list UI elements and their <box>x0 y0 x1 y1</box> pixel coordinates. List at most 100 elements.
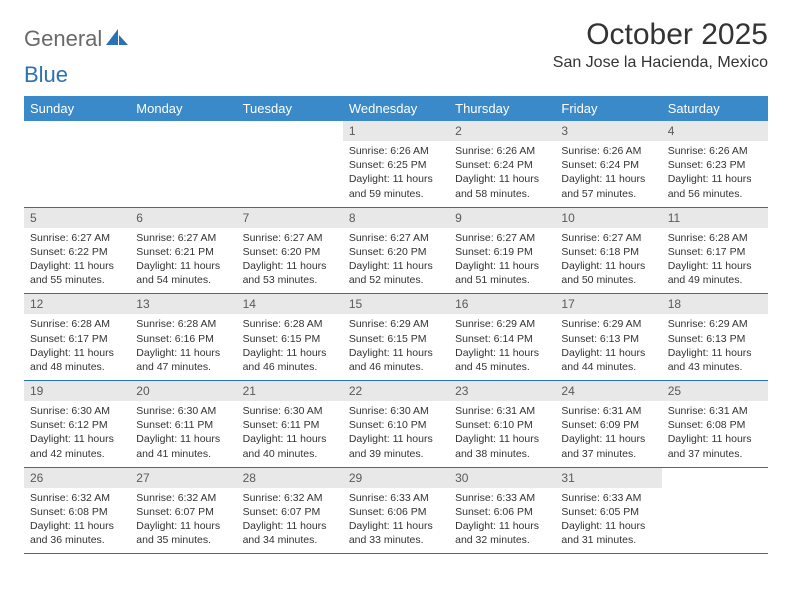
weekday-header: Wednesday <box>343 96 449 121</box>
day-number: 17 <box>555 294 661 314</box>
day-body: Sunrise: 6:31 AMSunset: 6:10 PMDaylight:… <box>449 401 555 467</box>
day-body: Sunrise: 6:31 AMSunset: 6:09 PMDaylight:… <box>555 401 661 467</box>
day-body <box>24 141 130 150</box>
daylight-text: and 37 minutes. <box>561 447 655 461</box>
sunrise-text: Sunrise: 6:30 AM <box>136 404 230 418</box>
calendar-day-cell: 2Sunrise: 6:26 AMSunset: 6:24 PMDaylight… <box>449 121 555 207</box>
daylight-text: and 40 minutes. <box>243 447 337 461</box>
sunset-text: Sunset: 6:10 PM <box>349 418 443 432</box>
daylight-text: and 48 minutes. <box>30 360 124 374</box>
daylight-text: and 44 minutes. <box>561 360 655 374</box>
daylight-text: Daylight: 11 hours <box>561 259 655 273</box>
day-body: Sunrise: 6:32 AMSunset: 6:08 PMDaylight:… <box>24 488 130 554</box>
calendar-day-cell: 25Sunrise: 6:31 AMSunset: 6:08 PMDayligh… <box>662 381 768 468</box>
calendar-week-row: 19Sunrise: 6:30 AMSunset: 6:12 PMDayligh… <box>24 381 768 468</box>
day-number <box>24 121 130 141</box>
day-number: 25 <box>662 381 768 401</box>
sunrise-text: Sunrise: 6:27 AM <box>561 231 655 245</box>
day-number: 28 <box>237 468 343 488</box>
day-number: 7 <box>237 208 343 228</box>
calendar-day-cell: 16Sunrise: 6:29 AMSunset: 6:14 PMDayligh… <box>449 294 555 381</box>
daylight-text: Daylight: 11 hours <box>243 259 337 273</box>
sunrise-text: Sunrise: 6:27 AM <box>243 231 337 245</box>
calendar-day-cell: 7 Sunrise: 6:27 AMSunset: 6:20 PMDaylight… <box>237 207 343 294</box>
daylight-text: and 37 minutes. <box>668 447 762 461</box>
sunset-text: Sunset: 6:07 PM <box>136 505 230 519</box>
daylight-text: and 58 minutes. <box>455 187 549 201</box>
daylight-text: Daylight: 11 hours <box>455 432 549 446</box>
day-number: 27 <box>130 468 236 488</box>
day-number: 3 <box>555 121 661 141</box>
daylight-text: Daylight: 11 hours <box>30 519 124 533</box>
calendar-day-cell: 6Sunrise: 6:27 AMSunset: 6:21 PMDaylight… <box>130 207 236 294</box>
day-body: Sunrise: 6:33 AMSunset: 6:05 PMDaylight:… <box>555 488 661 554</box>
sunrise-text: Sunrise: 6:31 AM <box>668 404 762 418</box>
day-number: 1 <box>343 121 449 141</box>
sunrise-text: Sunrise: 6:27 AM <box>455 231 549 245</box>
daylight-text: Daylight: 11 hours <box>455 259 549 273</box>
calendar-day-cell <box>237 121 343 207</box>
sunrise-text: Sunrise: 6:32 AM <box>30 491 124 505</box>
daylight-text: Daylight: 11 hours <box>668 346 762 360</box>
calendar-day-cell: 31Sunrise: 6:33 AMSunset: 6:05 PMDayligh… <box>555 467 661 554</box>
daylight-text: Daylight: 11 hours <box>349 259 443 273</box>
sunset-text: Sunset: 6:09 PM <box>561 418 655 432</box>
daylight-text: and 47 minutes. <box>136 360 230 374</box>
weekday-header: Friday <box>555 96 661 121</box>
sunrise-text: Sunrise: 6:30 AM <box>30 404 124 418</box>
sunset-text: Sunset: 6:18 PM <box>561 245 655 259</box>
sunset-text: Sunset: 6:23 PM <box>668 158 762 172</box>
sunset-text: Sunset: 6:06 PM <box>455 505 549 519</box>
day-body: Sunrise: 6:27 AMSunset: 6:21 PMDaylight:… <box>130 228 236 294</box>
calendar-day-cell: 23Sunrise: 6:31 AMSunset: 6:10 PMDayligh… <box>449 381 555 468</box>
daylight-text: and 39 minutes. <box>349 447 443 461</box>
day-number: 9 <box>449 208 555 228</box>
calendar-table: Sunday Monday Tuesday Wednesday Thursday… <box>24 96 768 554</box>
calendar-day-cell: 13Sunrise: 6:28 AMSunset: 6:16 PMDayligh… <box>130 294 236 381</box>
logo-sail-icon <box>106 27 128 52</box>
day-number: 2 <box>449 121 555 141</box>
sunrise-text: Sunrise: 6:28 AM <box>136 317 230 331</box>
day-number: 11 <box>662 208 768 228</box>
day-number: 30 <box>449 468 555 488</box>
daylight-text: Daylight: 11 hours <box>30 432 124 446</box>
calendar-week-row: 12Sunrise: 6:28 AMSunset: 6:17 PMDayligh… <box>24 294 768 381</box>
sunset-text: Sunset: 6:13 PM <box>561 332 655 346</box>
sunrise-text: Sunrise: 6:27 AM <box>136 231 230 245</box>
daylight-text: Daylight: 11 hours <box>349 432 443 446</box>
daylight-text: and 35 minutes. <box>136 533 230 547</box>
calendar-day-cell: 1Sunrise: 6:26 AMSunset: 6:25 PMDaylight… <box>343 121 449 207</box>
day-body: Sunrise: 6:28 AMSunset: 6:17 PMDaylight:… <box>662 228 768 294</box>
month-title: October 2025 <box>553 18 768 52</box>
calendar-week-row: 26Sunrise: 6:32 AMSunset: 6:08 PMDayligh… <box>24 467 768 554</box>
daylight-text: Daylight: 11 hours <box>243 432 337 446</box>
sunrise-text: Sunrise: 6:27 AM <box>30 231 124 245</box>
day-body: Sunrise: 6:33 AMSunset: 6:06 PMDaylight:… <box>343 488 449 554</box>
sunrise-text: Sunrise: 6:30 AM <box>243 404 337 418</box>
daylight-text: Daylight: 11 hours <box>30 259 124 273</box>
day-body: Sunrise: 6:26 AMSunset: 6:24 PMDaylight:… <box>449 141 555 207</box>
daylight-text: Daylight: 11 hours <box>668 172 762 186</box>
sunrise-text: Sunrise: 6:32 AM <box>136 491 230 505</box>
day-body: Sunrise: 6:29 AMSunset: 6:13 PMDaylight:… <box>662 314 768 380</box>
day-number: 26 <box>24 468 130 488</box>
daylight-text: and 56 minutes. <box>668 187 762 201</box>
daylight-text: Daylight: 11 hours <box>561 172 655 186</box>
day-number: 19 <box>24 381 130 401</box>
calendar-day-cell: 14Sunrise: 6:28 AMSunset: 6:15 PMDayligh… <box>237 294 343 381</box>
sunset-text: Sunset: 6:08 PM <box>30 505 124 519</box>
calendar-day-cell <box>24 121 130 207</box>
day-body: Sunrise: 6:30 AMSunset: 6:11 PMDaylight:… <box>130 401 236 467</box>
calendar-day-cell: 11Sunrise: 6:28 AMSunset: 6:17 PMDayligh… <box>662 207 768 294</box>
sunset-text: Sunset: 6:20 PM <box>243 245 337 259</box>
daylight-text: Daylight: 11 hours <box>349 346 443 360</box>
sunrise-text: Sunrise: 6:26 AM <box>668 144 762 158</box>
day-number: 22 <box>343 381 449 401</box>
daylight-text: Daylight: 11 hours <box>455 519 549 533</box>
title-block: October 2025 San Jose la Hacienda, Mexic… <box>553 18 768 72</box>
daylight-text: and 59 minutes. <box>349 187 443 201</box>
sunset-text: Sunset: 6:12 PM <box>30 418 124 432</box>
daylight-text: Daylight: 11 hours <box>349 519 443 533</box>
day-body: Sunrise: 6:28 AMSunset: 6:16 PMDaylight:… <box>130 314 236 380</box>
daylight-text: and 52 minutes. <box>349 273 443 287</box>
